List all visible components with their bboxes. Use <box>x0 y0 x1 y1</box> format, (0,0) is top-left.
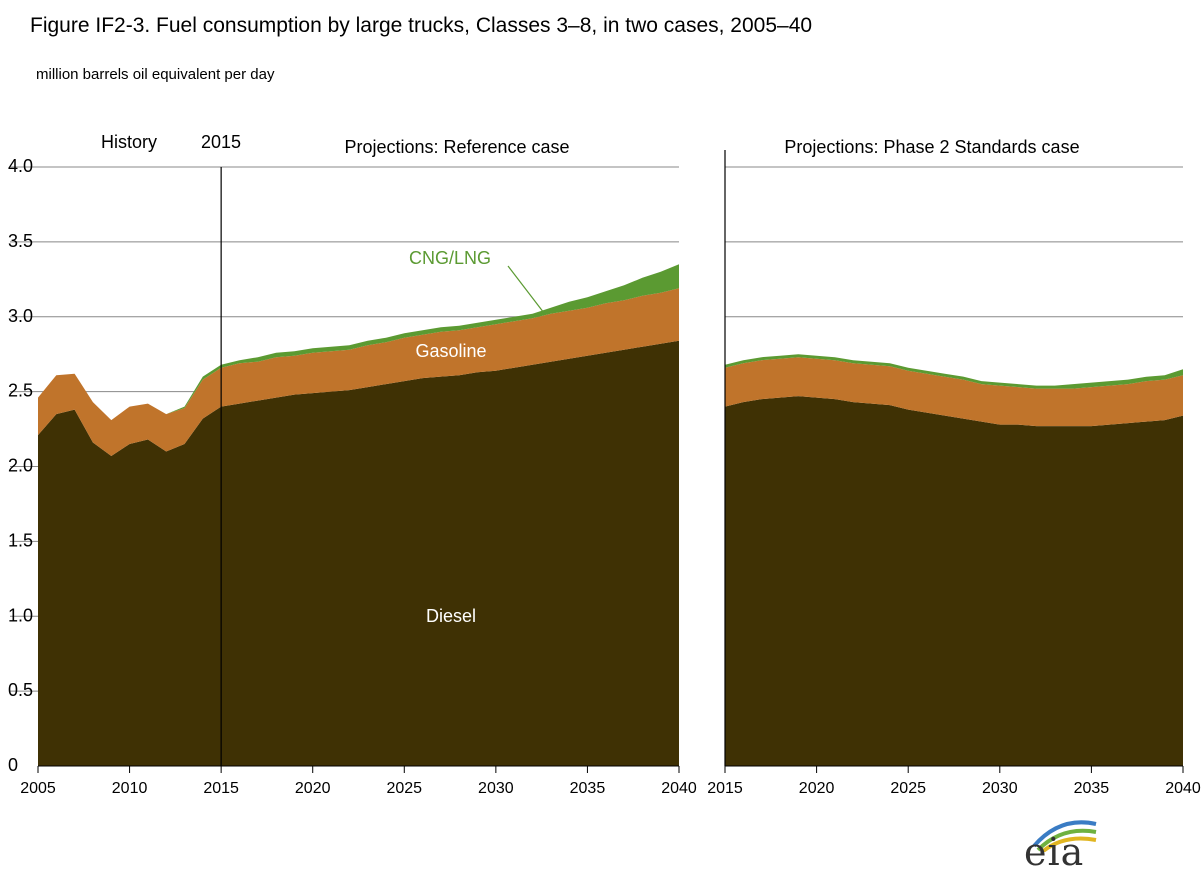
y-tick-label: 1.0 <box>8 605 33 625</box>
x-tick-label: 2025 <box>386 780 422 797</box>
y-tick-label: 4.0 <box>8 156 33 176</box>
divider-year-label: 2015 <box>201 132 241 152</box>
x-tick-label: 2005 <box>20 780 56 797</box>
x-tick-label: 2035 <box>1074 780 1110 797</box>
projection-label-reference: Projections: Reference case <box>344 137 569 157</box>
area-diesel-panel2 <box>725 396 1183 766</box>
y-tick-label: 2.0 <box>8 456 33 476</box>
area-gasoline-panel2 <box>725 357 1183 427</box>
y-axis-units: million barrels oil equivalent per day <box>36 66 275 83</box>
series-label-cng: CNG/LNG <box>409 248 491 268</box>
x-tick-label: 2020 <box>295 780 331 797</box>
cng-leader-line <box>507 265 545 314</box>
x-tick-label: 2040 <box>661 780 697 797</box>
x-tick-label: 2015 <box>707 780 743 797</box>
area-cng-panel2 <box>725 354 1183 389</box>
y-tick-label: 3.5 <box>8 231 33 251</box>
eia-logo-arcs-icon <box>1032 820 1097 852</box>
y-tick-label: 2.5 <box>8 381 33 401</box>
x-tick-label: 2035 <box>570 780 606 797</box>
x-tick-label: 2025 <box>890 780 926 797</box>
y-tick-label: 3.0 <box>8 306 33 326</box>
y-tick-label: 1.5 <box>8 530 33 550</box>
projection-label-phase2: Projections: Phase 2 Standards case <box>784 137 1079 157</box>
eia-logo: eia <box>1020 812 1100 874</box>
series-label-gasoline: Gasoline <box>415 341 486 361</box>
x-tick-label: 2015 <box>203 780 239 797</box>
x-tick-label: 2040 <box>1165 780 1201 797</box>
area-gasoline-panel1 <box>38 288 679 456</box>
y-tick-label: 0.5 <box>8 680 33 700</box>
x-tick-label: 2020 <box>799 780 835 797</box>
x-tick-label: 2030 <box>478 780 514 797</box>
chart-title: Figure IF2-3. Fuel consumption by large … <box>30 14 813 37</box>
y-tick-label: 0 <box>8 755 18 775</box>
series-label-diesel: Diesel <box>426 606 476 626</box>
eia-logo-text: eia <box>1024 830 1085 874</box>
x-tick-label: 2030 <box>982 780 1018 797</box>
area-diesel-panel1 <box>38 340 679 766</box>
x-tick-label: 2010 <box>112 780 148 797</box>
history-label: History <box>101 132 157 152</box>
